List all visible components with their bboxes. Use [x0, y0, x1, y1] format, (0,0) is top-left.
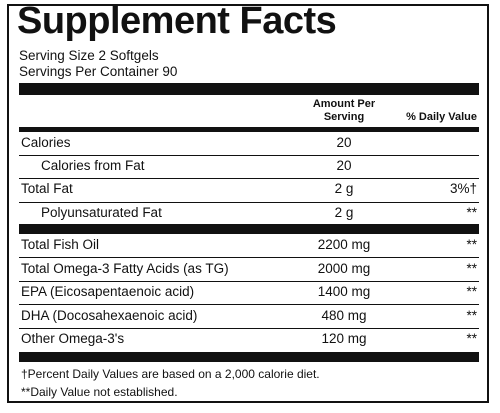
row-name: DHA (Docosahexaenoic acid): [21, 308, 198, 323]
row-name: Total Fish Oil: [21, 237, 100, 252]
daily-value-header: % Daily Value: [406, 111, 477, 123]
row-name: Other Omega-3's: [21, 331, 125, 346]
row-divider: [19, 328, 479, 329]
row-amount: 2 g: [334, 181, 354, 196]
row-name: EPA (Eicosapentaenoic acid): [21, 284, 195, 299]
row-amount: 480 mg: [321, 308, 367, 323]
row-name: Polyunsaturated Fat: [41, 205, 162, 220]
serving-size: Serving Size 2 Softgels: [19, 48, 159, 63]
supplement-facts-panel: Supplement Facts Serving Size 2 Softgels…: [7, 0, 489, 403]
amount-header-line1: Amount Per: [312, 98, 376, 110]
row-daily-value: **: [466, 284, 477, 299]
row-daily-value: **: [466, 205, 477, 220]
row-amount: 120 mg: [321, 331, 367, 346]
row-amount: 2000 mg: [317, 261, 371, 276]
row-name: Total Fat: [21, 181, 73, 196]
footer-divider: [19, 352, 479, 362]
amount-header-line2: Serving: [323, 111, 365, 123]
row-divider: [19, 257, 479, 258]
thick-divider: [19, 83, 479, 95]
footnote-daily-values: †Percent Daily Values are based on a 2,0…: [21, 367, 320, 381]
amount-per-serving-header: Amount Per Serving: [304, 98, 384, 124]
row-name: Total Omega-3 Fatty Acids (as TG): [21, 261, 229, 276]
row-name: Calories from Fat: [41, 158, 145, 173]
row-amount: 2 g: [334, 205, 354, 220]
row-daily-value: **: [466, 308, 477, 323]
servings-per-container: Servings Per Container 90: [19, 64, 178, 79]
row-name: Calories: [21, 135, 71, 150]
row-divider: [19, 202, 479, 203]
panel-title: Supplement Facts: [17, 0, 337, 42]
row-amount: 2200 mg: [317, 237, 371, 252]
header-divider: [19, 127, 479, 132]
row-amount: 1400 mg: [317, 284, 371, 299]
row-divider: [19, 281, 479, 282]
row-daily-value: **: [466, 331, 477, 346]
row-amount: 20: [336, 158, 352, 173]
row-daily-value: **: [466, 261, 477, 276]
row-divider: [19, 178, 479, 179]
row-daily-value: **: [466, 237, 477, 252]
row-divider: [19, 155, 479, 156]
section-divider: [19, 224, 479, 234]
row-divider: [19, 304, 479, 305]
row-amount: 20: [336, 135, 352, 150]
row-daily-value: 3%†: [449, 181, 477, 196]
footnote-not-established: **Daily Value not established.: [21, 385, 178, 399]
